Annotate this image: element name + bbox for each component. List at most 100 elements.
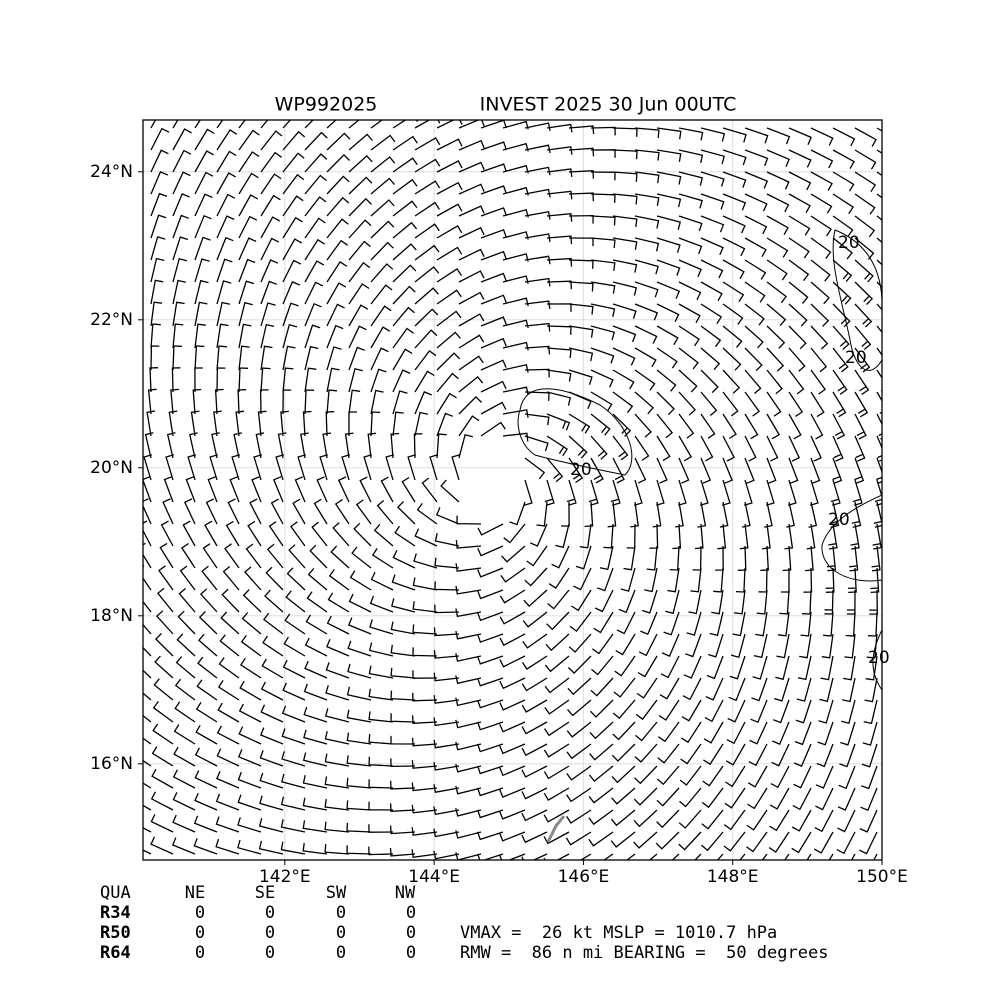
wind-barb	[700, 281, 723, 302]
table-cell: 0	[336, 943, 346, 963]
wind-barb	[750, 699, 768, 724]
wind-barb	[722, 369, 741, 394]
wind-barb	[810, 413, 824, 440]
wind-barb	[330, 545, 350, 569]
wind-barb	[414, 308, 439, 327]
wind-barb	[294, 476, 306, 503]
wind-barb	[150, 323, 161, 349]
wind-barb	[722, 149, 747, 166]
wind-barb	[876, 149, 882, 154]
wind-barb	[392, 369, 411, 393]
wind-barb	[143, 714, 152, 723]
wind-barb	[777, 611, 790, 637]
wind-barb	[436, 225, 463, 239]
wind-barb	[458, 183, 485, 195]
wind-barb	[433, 761, 460, 771]
wind-barb	[644, 567, 658, 593]
wind-barb	[692, 545, 702, 571]
wind-barb	[303, 729, 328, 745]
wind-barb	[801, 589, 812, 615]
wind-barb	[722, 347, 742, 371]
plot-frame	[142, 119, 883, 861]
summary-line: VMAX = 26 kt MSLP = 1010.7 hPa	[460, 923, 777, 943]
wind-barb	[302, 842, 328, 855]
wind-barb	[825, 567, 835, 593]
wind-barb	[700, 831, 724, 852]
table-cell: 0	[336, 923, 346, 943]
wind-barb	[458, 355, 484, 371]
wind-barb	[634, 369, 656, 391]
wind-barb	[302, 775, 328, 789]
wind-barb	[258, 818, 284, 833]
wind-barb	[845, 611, 856, 637]
wind-barb	[776, 633, 790, 659]
wind-barb	[521, 655, 548, 670]
wind-barb	[455, 719, 482, 729]
wind-barb	[766, 215, 789, 236]
wind-barb	[332, 522, 350, 547]
wind-barb	[370, 156, 396, 173]
wind-barb	[524, 277, 551, 287]
wind-barb	[546, 303, 572, 312]
wind-barb	[524, 166, 551, 176]
wind-barb	[433, 850, 460, 860]
wind-barb	[544, 479, 555, 506]
wind-barb	[216, 172, 237, 195]
wind-barb	[788, 479, 797, 506]
wind-barb	[522, 633, 548, 649]
wind-barb	[722, 281, 745, 302]
wind-barb	[832, 127, 856, 147]
wind-barb	[368, 711, 394, 723]
wind-barb	[543, 809, 570, 823]
wind-barb	[846, 589, 856, 615]
wind-barb	[304, 660, 328, 679]
wind-barb	[433, 739, 460, 749]
wind-barb	[189, 432, 198, 459]
wind-barb	[499, 809, 526, 820]
wind-barb	[612, 193, 638, 205]
wind-barb	[818, 699, 834, 724]
wind-barb	[656, 149, 682, 162]
wind-barb	[700, 435, 714, 462]
wind-barb	[368, 688, 394, 701]
summary-line: RMW = 86 n mi BEARING = 50 degrees	[460, 943, 828, 963]
wind-barb	[783, 853, 790, 860]
wind-barb	[391, 598, 416, 613]
wind-barb	[678, 413, 695, 439]
wind-barb	[788, 259, 810, 282]
wind-barb	[854, 171, 877, 193]
wind-barb	[411, 849, 438, 859]
wind-barb	[575, 545, 592, 570]
wind-barb	[282, 152, 305, 173]
wind-barb	[390, 621, 416, 635]
y-tick-label: 22°N	[90, 310, 133, 330]
wind-barb	[346, 755, 372, 767]
wind-barb	[150, 192, 168, 217]
wind-barb	[152, 701, 174, 723]
wind-barb	[324, 730, 350, 745]
wind-barb	[665, 589, 680, 615]
wind-barb	[325, 708, 350, 723]
wind-barb	[810, 193, 833, 214]
table-header: SE	[255, 883, 275, 903]
wind-barb	[873, 501, 882, 528]
wind-barb	[239, 680, 262, 701]
wind-barb	[480, 141, 507, 151]
wind-barb	[168, 410, 178, 437]
wind-barb	[793, 743, 812, 767]
wind-barb	[722, 303, 744, 325]
wind-barb	[477, 809, 504, 819]
wind-barb	[326, 282, 347, 305]
wind-barb	[649, 523, 659, 549]
wind-barb	[722, 325, 743, 348]
wind-barb	[633, 787, 658, 806]
wind-barb	[746, 809, 768, 831]
wind-barb	[194, 236, 211, 261]
wind-barb	[502, 275, 529, 284]
wind-barb	[859, 831, 878, 855]
wind-barb	[326, 239, 348, 261]
wind-barb	[722, 259, 745, 280]
wind-barb	[521, 831, 548, 844]
wind-barb	[613, 677, 636, 698]
wind-barb	[367, 432, 377, 459]
